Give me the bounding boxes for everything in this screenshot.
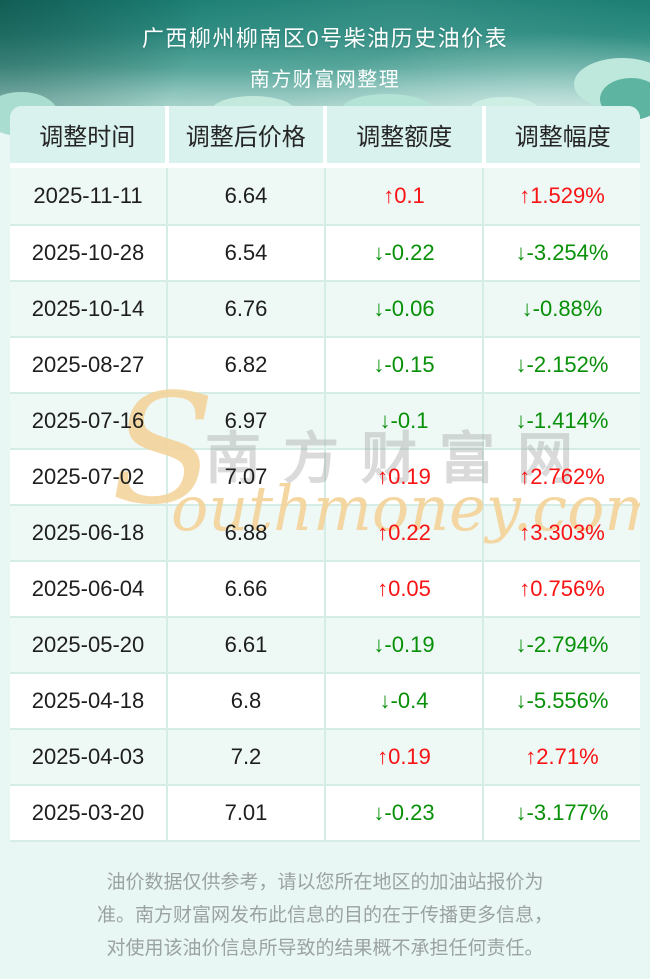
table-row: 2025-06-18 6.88 ↑0.22 ↑3.303% [10, 504, 640, 560]
cell-price: 6.97 [168, 394, 326, 448]
disclaimer-line: 油价数据仅供参考，请以您所在地区的加油站报价为 [106, 872, 544, 893]
cell-change-percent: ↓-3.177% [515, 800, 609, 825]
cell-change-percent: ↑1.529% [519, 183, 605, 208]
table-row: 2025-10-28 6.54 ↓-0.22 ↓-3.254% [10, 224, 640, 280]
cell-date: 2025-10-14 [10, 282, 168, 336]
column-header-percent: 调整幅度 [485, 106, 640, 163]
table-row: 2025-06-04 6.66 ↑0.05 ↑0.756% [10, 560, 640, 616]
table-row: 2025-08-27 6.82 ↓-0.15 ↓-2.152% [10, 336, 640, 392]
cell-date: 2025-08-27 [10, 338, 168, 392]
cell-date: 2025-05-20 [10, 618, 168, 672]
column-header-amount: 调整额度 [327, 106, 486, 163]
cell-date: 2025-04-03 [10, 730, 168, 784]
cell-change-percent: ↓-3.254% [515, 240, 609, 265]
cell-change-amount: ↑0.1 [326, 168, 484, 224]
cell-price: 7.01 [168, 786, 326, 840]
cell-change-percent: ↓-1.414% [515, 408, 609, 433]
cell-price: 6.64 [168, 168, 326, 224]
cell-price: 6.82 [168, 338, 326, 392]
cell-date: 2025-03-20 [10, 786, 168, 840]
disclaimer-line: 准。南方财富网发布此信息的目的在于传播更多信息， [96, 905, 553, 926]
cell-change-amount: ↓-0.4 [326, 674, 484, 728]
cell-price: 6.61 [168, 618, 326, 672]
cell-change-amount: ↓-0.22 [326, 226, 484, 280]
table-row: 2025-10-14 6.76 ↓-0.06 ↓-0.88% [10, 280, 640, 336]
cell-change-amount: ↓-0.23 [326, 786, 484, 840]
cell-change-percent: ↓-2.152% [515, 352, 609, 377]
table-row: 2025-11-11 6.64 ↑0.1 ↑1.529% [10, 168, 640, 224]
table-row: 2025-04-18 6.8 ↓-0.4 ↓-5.556% [10, 672, 640, 728]
cell-change-amount: ↑0.19 [326, 730, 484, 784]
cell-date: 2025-07-16 [10, 394, 168, 448]
cell-price: 7.2 [168, 730, 326, 784]
cell-date: 2025-11-11 [10, 168, 168, 224]
cell-date: 2025-10-28 [10, 226, 168, 280]
cell-price: 6.8 [168, 674, 326, 728]
page-header: 广西柳州柳南区0号柴油历史油价表 南方财富网整理 [0, 0, 650, 106]
page-subtitle: 南方财富网整理 [249, 69, 401, 91]
table-body: S 南方财富网 outhmoney.com 2025-11-11 6.64 ↑0… [10, 168, 640, 840]
page-title: 广西柳州柳南区0号柴油历史油价表 [141, 26, 509, 51]
disclaimer: 油价数据仅供参考，请以您所在地区的加油站报价为 准。南方财富网发布此信息的目的在… [0, 866, 650, 965]
cell-change-percent: ↑0.756% [519, 576, 605, 601]
cell-change-percent: ↓-2.794% [515, 632, 609, 657]
cell-change-amount: ↑0.22 [326, 506, 484, 560]
cell-change-percent: ↑3.303% [519, 520, 605, 545]
table-row: 2025-07-16 6.97 ↓-0.1 ↓-1.414% [10, 392, 640, 448]
cell-change-amount: ↑0.05 [326, 562, 484, 616]
cell-change-amount: ↓-0.15 [326, 338, 484, 392]
table-row: 2025-04-03 7.2 ↑0.19 ↑2.71% [10, 728, 640, 784]
price-table: 调整时间 调整后价格 调整额度 调整幅度 S 南方财富网 outhmoney.c… [10, 106, 640, 842]
cell-change-amount: ↓-0.1 [326, 394, 484, 448]
cell-price: 6.76 [168, 282, 326, 336]
cell-date: 2025-06-04 [10, 562, 168, 616]
table-row: 2025-07-02 7.07 ↑0.19 ↑2.762% [10, 448, 640, 504]
cell-price: 7.07 [168, 450, 326, 504]
cell-change-percent: ↑2.71% [525, 744, 599, 769]
table-header-row: 调整时间 调整后价格 调整额度 调整幅度 [10, 106, 640, 168]
cell-date: 2025-06-18 [10, 506, 168, 560]
cell-change-amount: ↓-0.19 [326, 618, 484, 672]
cell-change-percent: ↓-0.88% [521, 296, 603, 321]
column-header-date: 调整时间 [10, 106, 169, 163]
cell-change-amount: ↑0.19 [326, 450, 484, 504]
cell-price: 6.88 [168, 506, 326, 560]
cell-date: 2025-07-02 [10, 450, 168, 504]
cell-change-percent: ↑2.762% [519, 464, 605, 489]
cell-change-amount: ↓-0.06 [326, 282, 484, 336]
table-row: 2025-05-20 6.61 ↓-0.19 ↓-2.794% [10, 616, 640, 672]
cell-date: 2025-04-18 [10, 674, 168, 728]
cell-price: 6.54 [168, 226, 326, 280]
cell-price: 6.66 [168, 562, 326, 616]
cell-change-percent: ↓-5.556% [515, 688, 609, 713]
table-row: 2025-03-20 7.01 ↓-0.23 ↓-3.177% [10, 784, 640, 840]
column-header-price: 调整后价格 [168, 106, 327, 163]
disclaimer-line: 对使用该油价信息所导致的结果概不承担任何责任。 [106, 938, 544, 959]
